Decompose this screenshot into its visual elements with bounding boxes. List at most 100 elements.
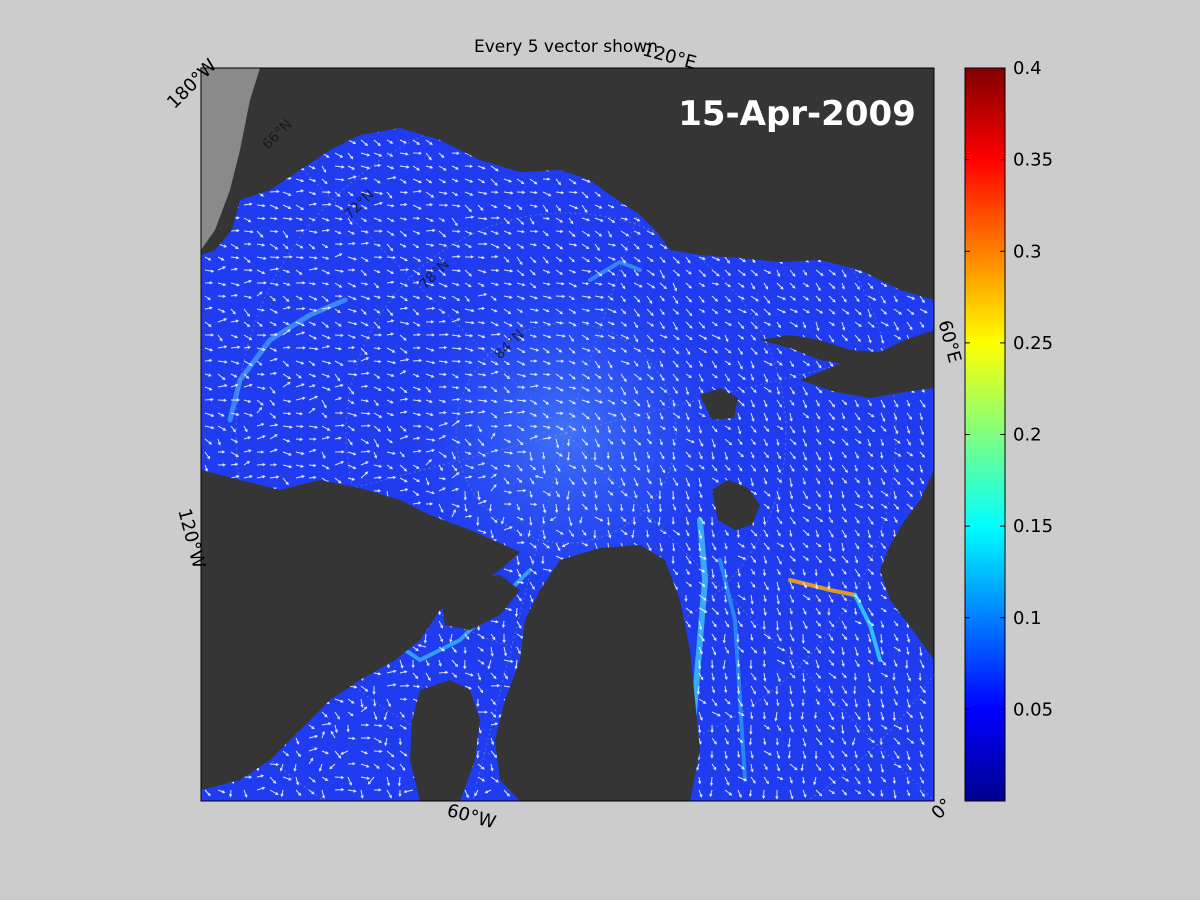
velocity-vector [620, 516, 627, 522]
velocity-vector [789, 451, 796, 460]
velocity-vector [801, 698, 805, 707]
velocity-vector [672, 412, 681, 419]
velocity-vector [464, 464, 475, 469]
velocity-vector [308, 282, 317, 286]
velocity-vector [477, 776, 486, 782]
velocity-vector [503, 659, 514, 663]
velocity-vector [750, 542, 756, 550]
velocity-vector [295, 475, 306, 479]
velocity-vector [776, 399, 783, 408]
velocity-vector [776, 308, 787, 314]
velocity-vector [243, 345, 252, 349]
velocity-vector [555, 490, 560, 498]
velocity-vector [646, 334, 654, 343]
velocity-vector [906, 672, 911, 682]
velocity-vector [282, 329, 291, 336]
velocity-vector [841, 594, 847, 602]
velocity-vector [854, 464, 858, 472]
velocity-vector [530, 359, 538, 363]
velocity-vector [841, 633, 848, 641]
velocity-vector [230, 256, 240, 260]
velocity-vector [763, 503, 770, 510]
velocity-vector [204, 281, 214, 285]
velocity-vector [403, 789, 414, 794]
velocity-vector [906, 464, 914, 472]
velocity-vector [503, 568, 514, 573]
velocity-vector [659, 373, 665, 382]
velocity-vector [373, 489, 382, 493]
velocity-vector [269, 255, 280, 260]
velocity-vector [672, 568, 679, 576]
velocity-vector [750, 464, 757, 472]
velocity-vector [360, 152, 371, 157]
velocity-vector [880, 321, 890, 327]
velocity-vector [295, 437, 304, 441]
velocity-vector [802, 646, 811, 654]
velocity-vector [841, 581, 847, 589]
velocity-vector [438, 503, 444, 513]
velocity-vector [282, 477, 289, 486]
velocity-vector [893, 724, 903, 730]
velocity-vector [659, 347, 666, 354]
velocity-vector [620, 451, 624, 460]
velocity-vector [685, 451, 692, 458]
velocity-vector [775, 737, 779, 746]
velocity-vector [789, 646, 793, 656]
velocity-vector [204, 347, 214, 352]
velocity-vector [308, 425, 319, 429]
velocity-vector [451, 646, 457, 653]
velocity-vector [659, 438, 663, 446]
velocity-vector [463, 490, 467, 501]
velocity-vector [516, 516, 524, 521]
velocity-vector [529, 347, 540, 352]
velocity-vector [659, 386, 668, 393]
velocity-vector [360, 750, 369, 755]
velocity-vector [204, 321, 212, 328]
velocity-vector [841, 620, 847, 630]
velocity-vector [880, 529, 884, 538]
velocity-vector [750, 581, 756, 588]
velocity-vector [347, 295, 357, 301]
velocity-vector [867, 321, 875, 328]
velocity-vector [568, 412, 576, 418]
map-panel: 66°N 72°N 78°N 84°N [201, 68, 934, 801]
velocity-vector [698, 789, 703, 798]
velocity-vector [854, 646, 859, 657]
velocity-vector [854, 542, 860, 550]
velocity-vector [659, 477, 663, 487]
velocity-vector [750, 568, 755, 575]
velocity-vector [815, 412, 821, 420]
velocity-vector [620, 334, 630, 340]
norway-coast [880, 470, 934, 660]
velocity-vector [204, 451, 211, 460]
velocity-vector [880, 477, 885, 486]
velocity-vector [802, 425, 806, 434]
velocity-vector [347, 230, 356, 235]
velocity-vector [529, 334, 538, 338]
velocity-vector [425, 243, 435, 247]
velocity-vector [723, 555, 727, 565]
velocity-vector [815, 490, 821, 498]
velocity-vector [776, 724, 781, 732]
velocity-vector [867, 542, 874, 548]
velocity-vector [217, 412, 225, 417]
velocity-vector [854, 763, 860, 772]
velocity-vector [477, 321, 486, 325]
velocity-vector [815, 399, 820, 407]
velocity-vector [373, 672, 382, 676]
velocity-vector [737, 334, 745, 340]
velocity-vector [867, 737, 876, 743]
velocity-vector [386, 308, 394, 317]
velocity-vector [490, 255, 499, 259]
velocity-vector [542, 334, 552, 339]
velocity-vector [386, 332, 395, 336]
velocity-vector [464, 503, 468, 513]
velocity-vector [750, 750, 754, 759]
velocity-vector [906, 308, 915, 316]
velocity-vector [672, 256, 680, 264]
velocity-vector [256, 243, 266, 247]
velocity-vector [880, 724, 888, 730]
velocity-vector [789, 594, 794, 604]
velocity-vector [334, 282, 343, 288]
velocity-vector [256, 399, 264, 406]
